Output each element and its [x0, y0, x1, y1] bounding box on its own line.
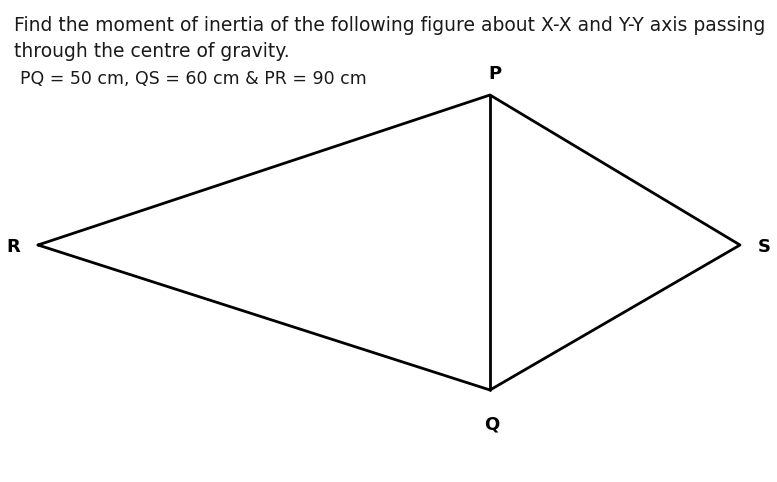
Text: Q: Q: [484, 415, 500, 433]
Text: P: P: [489, 65, 502, 83]
Text: PQ = 50 cm, QS = 60 cm & PR = 90 cm: PQ = 50 cm, QS = 60 cm & PR = 90 cm: [20, 70, 367, 88]
Text: through the centre of gravity.: through the centre of gravity.: [14, 42, 290, 61]
Text: S: S: [758, 238, 771, 256]
Text: Find the moment of inertia of the following figure about X-X and Y-Y axis passin: Find the moment of inertia of the follow…: [14, 16, 765, 35]
Text: R: R: [6, 238, 20, 256]
